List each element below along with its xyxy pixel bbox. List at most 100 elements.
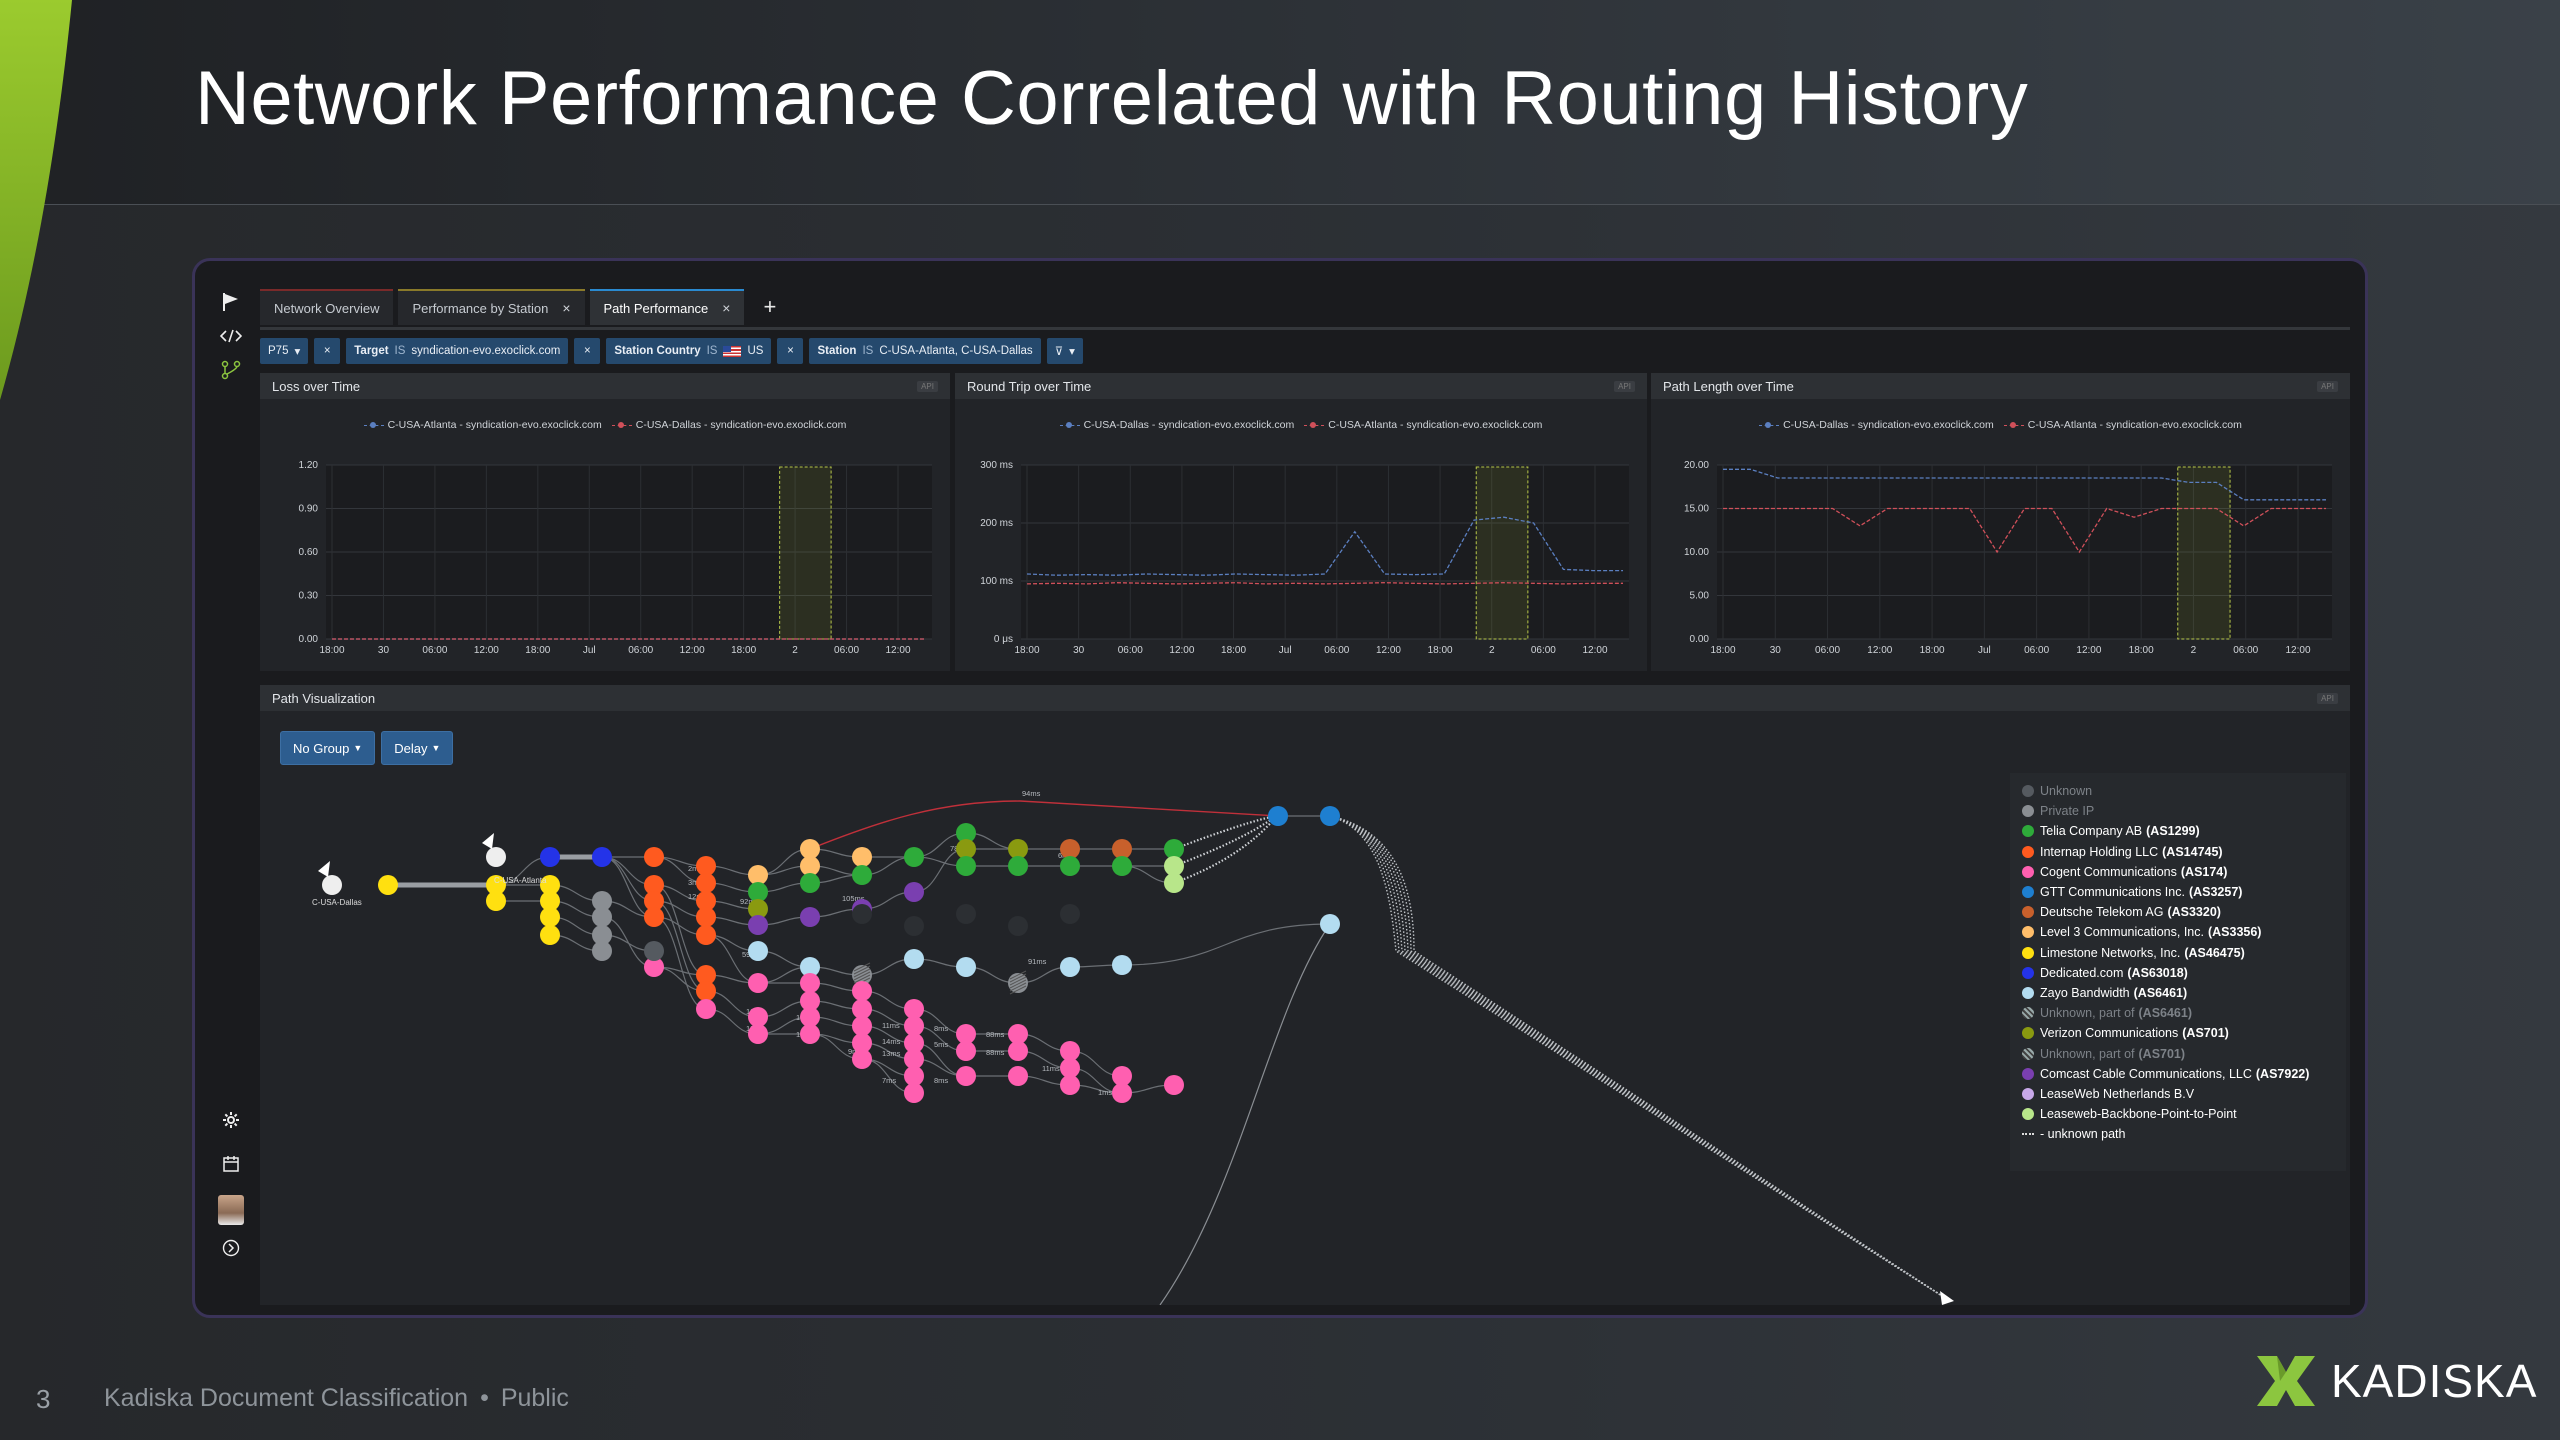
unknown-path (1173, 814, 1279, 851)
hop-node (800, 839, 820, 859)
hop-node (644, 941, 664, 961)
close-icon[interactable]: × (722, 300, 731, 316)
y-tick-label: 20.00 (1684, 460, 1709, 471)
unknown-path (1329, 815, 1951, 1302)
as-legend-item[interactable]: Unknown, part of (AS701) (2022, 1043, 2334, 1063)
close-icon[interactable]: × (562, 300, 571, 316)
tab-label: Path Performance (603, 300, 709, 316)
legend-item[interactable]: C-USA-Atlanta - syndication-evo.exoclick… (2003, 419, 2242, 431)
filter-station[interactable]: Station IS C-USA-Atlanta, C-USA-Dallas (809, 338, 1041, 364)
api-badge[interactable]: API (2317, 692, 2338, 704)
as-legend-item[interactable]: Zayo Bandwidth (AS6461) (2022, 983, 2334, 1003)
as-legend-item[interactable]: - unknown path (2022, 1124, 2334, 1144)
as-legend-item[interactable]: GTT Communications Inc. (AS3257) (2022, 882, 2334, 902)
hop-node (1060, 856, 1080, 876)
hop-node (486, 891, 506, 911)
remove-filter-button[interactable]: × (314, 338, 341, 364)
as-legend-item[interactable]: Unknown (2022, 781, 2334, 801)
calendar-icon[interactable] (218, 1151, 244, 1177)
filter-operator: IS (706, 345, 718, 357)
as-legend-item[interactable]: Telia Company AB (AS1299) (2022, 821, 2334, 841)
metric-dropdown[interactable]: Delay ▼ (381, 731, 454, 765)
hop-node (748, 1007, 768, 1027)
filter-value: syndication-evo.exoclick.com (411, 345, 561, 357)
as-swatch (2022, 926, 2034, 939)
hop-node (1008, 1024, 1028, 1044)
api-badge[interactable]: API (2317, 380, 2338, 392)
add-tab-button[interactable]: + (763, 294, 777, 319)
hop-node (748, 915, 768, 935)
tab-path-performance[interactable]: Path Performance × (589, 289, 745, 325)
y-tick-label: 5.00 (1690, 591, 1710, 602)
filter-key: Station Country (614, 345, 701, 357)
x-tick-label: 18:00 (731, 645, 756, 656)
loss-chart: 0.00 0.30 0.60 0.90 1.20 18:00 30 06:00 12:00 18:… (299, 460, 932, 656)
slide-title: Network Performance Correlated with Rout… (195, 56, 2029, 141)
legend-label: C-USA-Dallas - syndication-evo.exoclick.… (1783, 419, 1994, 431)
x-tick-label: 06:00 (422, 645, 447, 656)
x-tick-label: 12:00 (2076, 645, 2101, 656)
as-legend-item[interactable]: Unknown, part of (AS6461) (2022, 1003, 2334, 1023)
hop-node (592, 941, 612, 961)
legend-item[interactable]: C-USA-Atlanta - syndication-evo.exoclick… (363, 419, 602, 431)
link-latency-label: 3ms (688, 878, 702, 887)
legend-item[interactable]: C-USA-Dallas - syndication-evo.exoclick.… (1759, 419, 1994, 431)
filter-station-country[interactable]: Station Country IS US (606, 338, 772, 364)
close-icon: × (787, 345, 794, 357)
hop-node (1112, 1083, 1132, 1103)
link-latency-label: 11ms (1042, 1064, 1060, 1073)
as-legend-item[interactable]: Comcast Cable Communications, LLC (AS7922… (2022, 1064, 2334, 1084)
code-icon[interactable] (218, 323, 244, 349)
legend-item[interactable]: C-USA-Dallas - syndication-evo.exoclick.… (1059, 419, 1294, 431)
unknown-path (1329, 815, 1951, 1302)
hop-node (696, 891, 716, 911)
x-tick-label: 06:00 (1815, 645, 1840, 656)
api-badge[interactable]: API (1614, 380, 1635, 392)
hop-node (696, 856, 716, 876)
path-icon[interactable] (218, 357, 244, 383)
as-legend-item[interactable]: Dedicated.com (AS63018) (2022, 963, 2334, 983)
as-swatch (2022, 1027, 2034, 1040)
flag-icon[interactable] (218, 289, 244, 315)
percentile-dropdown[interactable]: P75 ▾ (260, 338, 309, 364)
y-tick-label: 100 ms (980, 576, 1013, 587)
tab-network-overview[interactable]: Network Overview (260, 289, 394, 325)
as-name: Comcast Cable Communications, LLC (2040, 1066, 2252, 1081)
legend-item[interactable]: C-USA-Atlanta - syndication-evo.exoclick… (1304, 419, 1542, 431)
legend-item[interactable]: C-USA-Dallas - syndication-evo.exoclick.… (611, 419, 846, 431)
as-legend-item[interactable]: Internap Holding LLC (AS14745) (2022, 842, 2334, 862)
as-name: Unknown (2040, 784, 2093, 799)
user-avatar[interactable] (218, 1195, 244, 1225)
x-tick-label: 12:00 (885, 645, 910, 656)
as-number: (AS14745) (2162, 844, 2223, 859)
remove-filter-button[interactable]: × (574, 338, 601, 364)
x-tick-label: 30 (1073, 645, 1085, 656)
group-dropdown[interactable]: No Group ▼ (280, 731, 376, 765)
as-legend-item[interactable]: Limestone Networks, Inc. (AS46475) (2022, 943, 2334, 963)
panel-header: Path Length over Time API (1651, 373, 2350, 399)
source-node-atlanta[interactable] (486, 847, 506, 867)
as-legend-item[interactable]: Cogent Communications (AS174) (2022, 862, 2334, 882)
gear-icon[interactable] (218, 1107, 244, 1133)
remove-filter-button[interactable]: × (777, 338, 804, 364)
expand-icon[interactable] (218, 1235, 244, 1261)
as-legend-item[interactable]: Level 3 Communications, Inc. (AS3356) (2022, 922, 2334, 942)
as-legend-item[interactable]: Leaseweb-Backbone-Point-to-Point (2022, 1104, 2334, 1124)
footer-label: Kadiska Document Classification (104, 1384, 469, 1412)
as-legend-item[interactable]: LeaseWeb Netherlands B.V (2022, 1084, 2334, 1104)
caret-icon: ▼ (431, 743, 441, 753)
hop-node (1164, 856, 1184, 876)
api-badge[interactable]: API (917, 380, 938, 392)
add-filter-button[interactable]: ⊽ ▾ (1046, 338, 1083, 364)
as-legend-item[interactable]: Private IP (2022, 801, 2334, 821)
ghost-node (1060, 904, 1080, 924)
as-legend-item[interactable]: Deutsche Telekom AG (AS3320) (2022, 902, 2334, 922)
as-legend-item[interactable]: Verizon Communications (AS701) (2022, 1023, 2334, 1043)
x-tick-label: 2 (792, 645, 798, 656)
unknown-path (1329, 815, 1951, 1302)
ghost-node (904, 916, 924, 936)
brand-logo: KADISKA (2255, 1350, 2537, 1412)
tab-performance-by-station[interactable]: Performance by Station × (398, 289, 585, 325)
source-node-dallas[interactable] (322, 875, 342, 895)
filter-target[interactable]: Target IS syndication-evo.exoclick.com (346, 338, 569, 364)
